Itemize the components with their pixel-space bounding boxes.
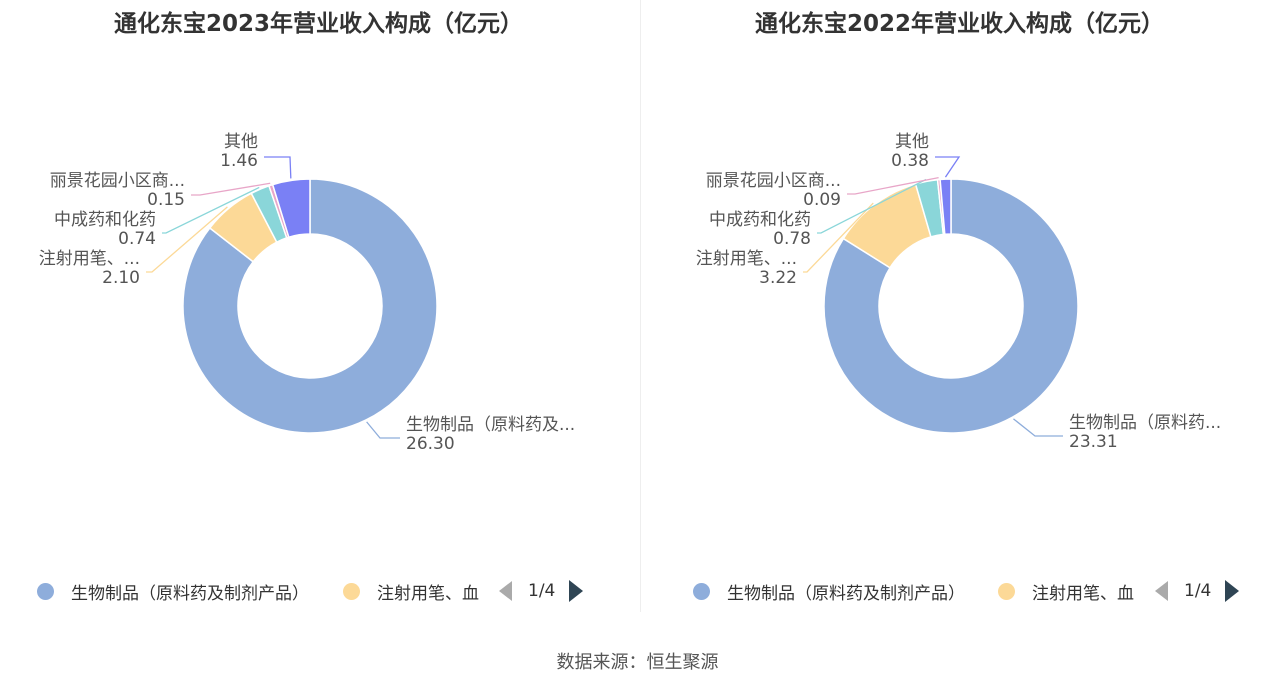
- chart-panel-2022: 通化东宝2022年营业收入构成（亿元） 生物制品（原料药... 23.31 注射用笔…: [641, 0, 1275, 612]
- slice-value-label: 0.38: [891, 151, 929, 171]
- slice-label: 中成药和化药: [54, 210, 156, 230]
- chart-title: 通化东宝2023年营业收入构成（亿元）: [113, 11, 523, 37]
- legend-color-dot: [693, 582, 710, 600]
- label-leader-line: [847, 176, 939, 195]
- slice-label: 注射用笔、...: [39, 249, 140, 269]
- legend-label: 注射用笔、血: [1032, 583, 1134, 604]
- slice-label: 中成药和化药: [709, 210, 811, 230]
- legend-label: 生物制品（原料药及制剂产品）: [727, 583, 965, 604]
- slice-label: 注射用笔、...: [696, 249, 797, 269]
- legend-item-injection-pen[interactable]: 注射用笔、血: [998, 577, 1134, 605]
- label-leader-line: [264, 156, 292, 179]
- slice-value-label: 23.31: [1069, 432, 1118, 452]
- chart-title: 通化东宝2022年营业收入构成（亿元）: [754, 11, 1164, 37]
- slice-label: 丽景花园小区商...: [50, 171, 185, 191]
- slice-value-label: 0.15: [147, 190, 185, 210]
- slice-value-label: 0.78: [773, 229, 811, 249]
- legend-next-page-icon[interactable]: [1225, 580, 1240, 602]
- label-leader-line: [803, 202, 874, 273]
- slice-value-label: 0.74: [118, 229, 156, 249]
- legend-page-indicator: 1/4: [1184, 581, 1212, 601]
- slice-label: 丽景花园小区商...: [706, 171, 841, 191]
- label-leader-line: [146, 206, 228, 273]
- legend: 生物制品（原料药及制剂产品） 注射用笔、血 1/4: [0, 577, 637, 605]
- donut-slice-bio-products[interactable]: [823, 178, 1079, 434]
- legend-prev-page-icon[interactable]: [499, 581, 512, 601]
- legend-pager: 1/4: [1155, 577, 1240, 605]
- slice-value-label: 1.46: [220, 151, 258, 171]
- slice-label: 其他: [224, 132, 258, 152]
- slice-value-label: 0.09: [803, 190, 841, 210]
- donut-slice-bio-products[interactable]: [182, 178, 438, 434]
- legend-item-bio-products[interactable]: 生物制品（原料药及制剂产品）: [693, 577, 965, 605]
- legend-label: 生物制品（原料药及制剂产品）: [71, 583, 309, 604]
- slice-value-label: 2.10: [102, 268, 140, 288]
- legend-next-page-icon[interactable]: [569, 580, 584, 602]
- label-leader-line: [1013, 418, 1063, 437]
- legend-color-dot: [343, 582, 360, 600]
- label-leader-line: [366, 421, 400, 439]
- donut-slice-other[interactable]: [271, 178, 311, 239]
- legend-pager: 1/4: [499, 577, 584, 605]
- legend-prev-page-icon[interactable]: [1155, 581, 1168, 601]
- legend-label: 注射用笔、血: [377, 583, 479, 604]
- label-leader-line: [191, 182, 271, 196]
- donut-slice-other[interactable]: [939, 178, 952, 236]
- data-source-note: 数据来源：恒生聚源: [556, 652, 719, 673]
- legend: 生物制品（原料药及制剂产品） 注射用笔、血 1/4: [641, 577, 1275, 605]
- legend-color-dot: [37, 582, 54, 600]
- slice-label: 生物制品（原料药及...: [406, 415, 575, 435]
- chart-panel-2023: 通化东宝2023年营业收入构成（亿元） 生物制品（原料药及... 26.30 注射用…: [0, 0, 637, 612]
- legend-color-dot: [998, 582, 1015, 600]
- label-leader-line: [817, 178, 927, 234]
- legend-item-injection-pen[interactable]: 注射用笔、血: [343, 577, 479, 605]
- legend-item-bio-products[interactable]: 生物制品（原料药及制剂产品）: [37, 577, 309, 605]
- label-leader-line: [935, 156, 961, 178]
- slice-value-label: 3.22: [759, 268, 797, 288]
- slice-label: 生物制品（原料药...: [1069, 413, 1221, 433]
- label-leader-line: [162, 186, 260, 234]
- panel-divider: [640, 0, 641, 612]
- legend-page-indicator: 1/4: [528, 581, 556, 601]
- slice-value-label: 26.30: [406, 434, 455, 454]
- slice-label: 其他: [895, 132, 929, 152]
